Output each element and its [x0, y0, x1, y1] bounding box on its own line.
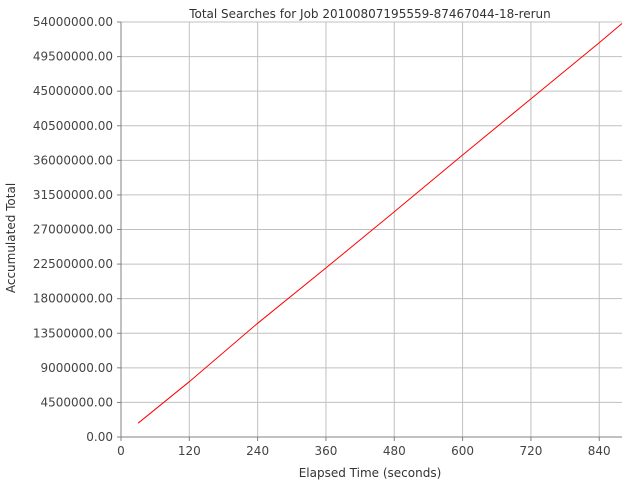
y-tick-label: 40500000.00	[33, 119, 113, 133]
x-tick-label: 240	[246, 444, 269, 458]
axis-layer: 0 120 240 360 480 600 720 840 0.00 4500000.00 9000…	[33, 15, 622, 458]
x-tick-label: 840	[588, 444, 611, 458]
y-tick-label: 0.00	[86, 430, 113, 444]
y-tick-label: 22500000.00	[33, 257, 113, 271]
x-tick-label: 720	[519, 444, 542, 458]
x-tick-label: 120	[178, 444, 201, 458]
y-tick-label: 45000000.00	[33, 84, 113, 98]
y-tick-label: 49500000.00	[33, 50, 113, 64]
series-line	[137, 23, 623, 424]
series-layer	[137, 23, 623, 424]
x-tick-label: 480	[383, 444, 406, 458]
y-tick-label: 36000000.00	[33, 153, 113, 167]
y-tick-label: 9000000.00	[40, 361, 113, 375]
x-tick-label: 0	[117, 444, 125, 458]
y-tick-label: 54000000.00	[33, 15, 113, 29]
y-tick-label: 13500000.00	[33, 326, 113, 340]
y-tick-label: 4500000.00	[40, 395, 113, 409]
chart-title: Total Searches for Job 20100807195559-87…	[188, 7, 551, 21]
x-tick-label: 360	[315, 444, 338, 458]
y-tick-label: 27000000.00	[33, 223, 113, 237]
y-tick-label: 31500000.00	[33, 188, 113, 202]
x-tick-label: 600	[451, 444, 474, 458]
y-tick-label: 18000000.00	[33, 292, 113, 306]
grid-layer	[121, 21, 622, 437]
x-axis-label: Elapsed Time (seconds)	[299, 466, 442, 480]
y-axis-label: Accumulated Total	[4, 183, 18, 293]
